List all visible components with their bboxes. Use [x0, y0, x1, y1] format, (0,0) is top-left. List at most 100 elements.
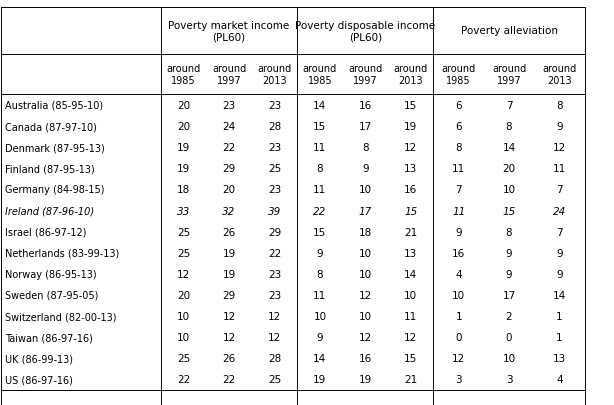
Text: 15: 15 [404, 354, 418, 363]
Text: around
2013: around 2013 [257, 64, 292, 86]
Text: 10: 10 [359, 269, 372, 279]
Text: 20: 20 [502, 164, 516, 174]
Text: 24: 24 [553, 206, 566, 216]
Text: 19: 19 [359, 375, 372, 384]
Text: around
1985: around 1985 [303, 64, 337, 86]
Text: 16: 16 [359, 354, 372, 363]
Text: 11: 11 [452, 206, 465, 216]
Text: Germany (84-98-15): Germany (84-98-15) [5, 185, 104, 195]
Text: Canada (87-97-10): Canada (87-97-10) [5, 122, 97, 132]
Text: around
2013: around 2013 [394, 64, 428, 86]
Text: 25: 25 [177, 248, 190, 258]
Text: 39: 39 [268, 206, 281, 216]
Text: 4: 4 [456, 269, 462, 279]
Text: 10: 10 [359, 185, 372, 195]
Text: 1: 1 [556, 333, 562, 342]
Text: 9: 9 [556, 269, 562, 279]
Text: 9: 9 [317, 333, 323, 342]
Text: 7: 7 [556, 227, 562, 237]
Text: 8: 8 [317, 269, 323, 279]
Text: 19: 19 [313, 375, 327, 384]
Text: 25: 25 [177, 354, 190, 363]
Text: Finland (87-95-13): Finland (87-95-13) [5, 164, 95, 174]
Text: Poverty disposable income
(PL60): Poverty disposable income (PL60) [295, 21, 435, 42]
Text: 8: 8 [456, 143, 462, 153]
Text: 1: 1 [556, 311, 562, 321]
Text: 10: 10 [177, 333, 190, 342]
Text: Poverty alleviation: Poverty alleviation [460, 26, 558, 36]
Text: 9: 9 [556, 248, 562, 258]
Text: 3: 3 [456, 375, 462, 384]
Text: 15: 15 [404, 101, 418, 111]
Text: 22: 22 [313, 206, 327, 216]
Text: 11: 11 [404, 311, 418, 321]
Text: 22: 22 [222, 375, 236, 384]
Text: 11: 11 [553, 164, 566, 174]
Text: 18: 18 [359, 227, 372, 237]
Text: 25: 25 [177, 227, 190, 237]
Text: 33: 33 [177, 206, 190, 216]
Text: Switzerland (82-00-13): Switzerland (82-00-13) [5, 311, 117, 321]
Text: 9: 9 [556, 122, 562, 132]
Text: 22: 22 [268, 248, 281, 258]
Text: Poverty market income
(PL60): Poverty market income (PL60) [168, 21, 290, 42]
Text: 10: 10 [404, 290, 418, 300]
Text: around
1997: around 1997 [212, 64, 246, 86]
Text: 19: 19 [177, 143, 190, 153]
Text: 16: 16 [359, 101, 372, 111]
Text: 13: 13 [404, 248, 418, 258]
Text: 19: 19 [177, 164, 190, 174]
Text: 10: 10 [359, 248, 372, 258]
Text: around
2013: around 2013 [542, 64, 577, 86]
Text: 16: 16 [404, 185, 418, 195]
Text: 8: 8 [317, 164, 323, 174]
Text: 12: 12 [452, 354, 465, 363]
Text: 23: 23 [268, 143, 281, 153]
Text: 14: 14 [553, 290, 566, 300]
Text: 14: 14 [313, 354, 327, 363]
Text: 6: 6 [456, 101, 462, 111]
Text: 4: 4 [556, 375, 562, 384]
Text: 19: 19 [222, 248, 236, 258]
Text: 9: 9 [506, 269, 512, 279]
Text: 10: 10 [313, 311, 327, 321]
Text: 12: 12 [177, 269, 190, 279]
Text: 14: 14 [404, 269, 418, 279]
Text: US (86-97-16): US (86-97-16) [5, 375, 73, 384]
Text: 15: 15 [404, 206, 418, 216]
Text: 12: 12 [268, 311, 281, 321]
Text: 20: 20 [177, 290, 190, 300]
Text: Israel (86-97-12): Israel (86-97-12) [5, 227, 87, 237]
Text: 17: 17 [359, 206, 372, 216]
Text: 0: 0 [456, 333, 462, 342]
Text: around
1997: around 1997 [492, 64, 526, 86]
Text: 0: 0 [506, 333, 512, 342]
Text: 9: 9 [506, 248, 512, 258]
Text: 22: 22 [177, 375, 190, 384]
Text: 9: 9 [362, 164, 368, 174]
Text: Australia (85-95-10): Australia (85-95-10) [5, 101, 103, 111]
Text: 8: 8 [362, 143, 368, 153]
Text: 21: 21 [404, 375, 418, 384]
Text: 2: 2 [506, 311, 512, 321]
Text: 10: 10 [502, 354, 516, 363]
Text: 25: 25 [268, 164, 281, 174]
Text: 14: 14 [313, 101, 327, 111]
Text: around
1985: around 1985 [441, 64, 476, 86]
Text: 7: 7 [556, 185, 562, 195]
Text: 12: 12 [553, 143, 566, 153]
Text: Ireland (87-96-10): Ireland (87-96-10) [5, 206, 94, 216]
Text: 20: 20 [177, 122, 190, 132]
Text: 11: 11 [452, 164, 465, 174]
Text: UK (86-99-13): UK (86-99-13) [5, 354, 73, 363]
Text: Netherlands (83-99-13): Netherlands (83-99-13) [5, 248, 119, 258]
Text: 23: 23 [222, 101, 236, 111]
Text: 6: 6 [456, 122, 462, 132]
Text: 8: 8 [506, 227, 512, 237]
Text: 17: 17 [502, 290, 516, 300]
Text: 24: 24 [222, 122, 236, 132]
Text: 28: 28 [268, 122, 281, 132]
Text: 8: 8 [556, 101, 562, 111]
Text: Norway (86-95-13): Norway (86-95-13) [5, 269, 96, 279]
Text: 19: 19 [404, 122, 418, 132]
